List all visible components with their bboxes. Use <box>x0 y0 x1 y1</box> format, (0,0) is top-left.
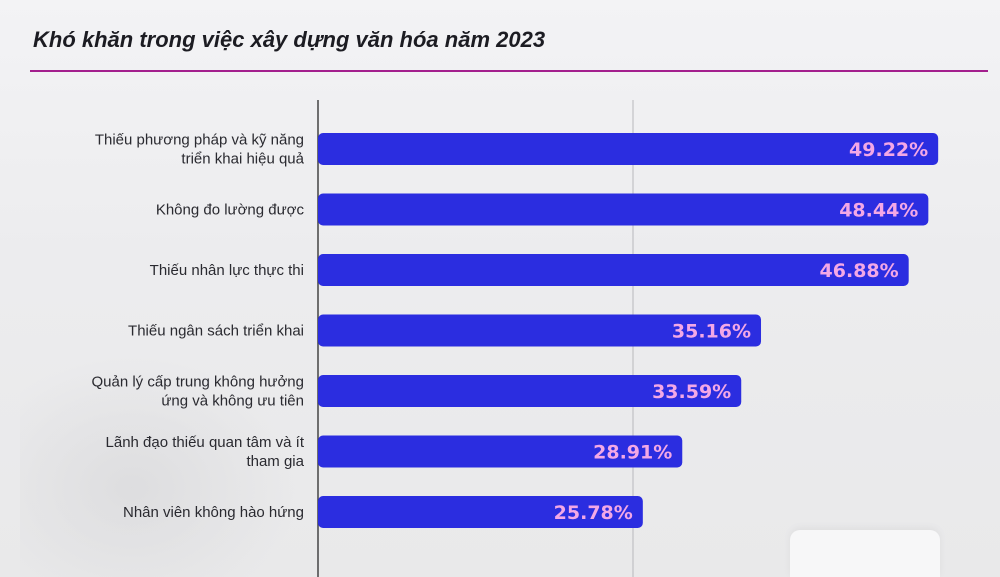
bar <box>318 133 939 165</box>
bar <box>318 496 643 528</box>
title-underline <box>30 70 988 72</box>
background-object <box>790 530 940 577</box>
category-label: Thiếu ngân sách triển khai <box>128 323 304 340</box>
category-label: Lãnh đạo thiếu quan tâm và ít <box>106 434 305 451</box>
bar <box>318 375 742 407</box>
bar <box>318 435 683 468</box>
category-label: Quản lý cấp trung không hưởng <box>91 374 304 391</box>
category-label: Thiếu phương pháp và kỹ năng <box>95 132 304 149</box>
category-label: Thiếu nhân lực thực thi <box>150 262 304 279</box>
bar <box>318 254 909 286</box>
value-label: 49.22% <box>849 139 928 161</box>
background-blur <box>20 355 300 577</box>
bar <box>318 314 762 347</box>
value-label: 25.78% <box>554 502 633 524</box>
value-label: 46.88% <box>820 260 899 282</box>
value-label: 48.44% <box>839 200 918 222</box>
category-label: Nhân viên không hào hứng <box>123 504 304 521</box>
category-label: triển khai hiệu quả <box>181 151 304 168</box>
category-label: ứng và không ưu tiên <box>161 393 304 410</box>
bar <box>318 193 929 226</box>
value-label: 33.59% <box>652 381 731 403</box>
chart-title: Khó khăn trong việc xây dựng văn hóa năm… <box>33 27 546 52</box>
value-label: 35.16% <box>672 321 751 343</box>
value-label: 28.91% <box>593 442 672 464</box>
category-label: tham gia <box>246 453 304 470</box>
category-label: Không đo lường được <box>156 202 305 219</box>
